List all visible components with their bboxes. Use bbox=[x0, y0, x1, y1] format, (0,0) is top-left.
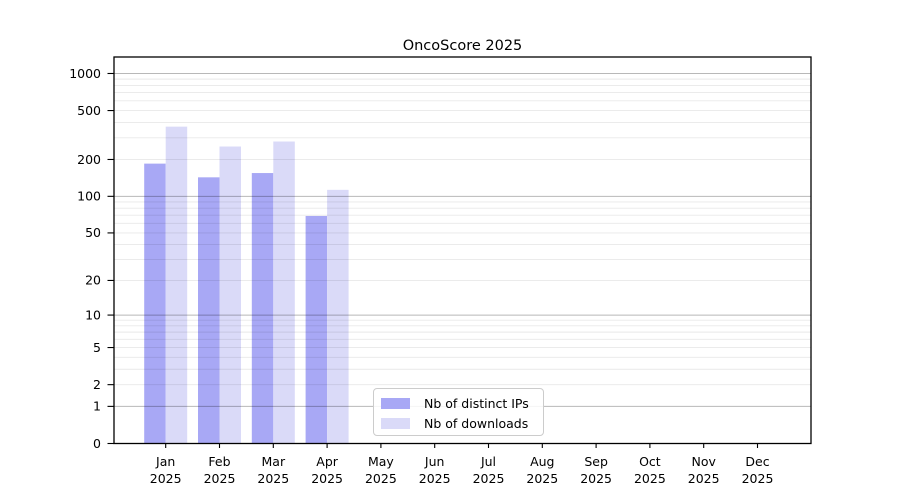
plot-border bbox=[113, 56, 812, 445]
legend-label-downloads: Nb of downloads bbox=[424, 415, 529, 431]
bar-nb-of-distinct-ips-apr bbox=[305, 215, 328, 444]
ytick-label-0: 0 bbox=[93, 436, 101, 451]
bar-nb-of-distinct-ips-feb bbox=[198, 177, 220, 444]
xtick-label-month-nov: Nov bbox=[691, 454, 716, 469]
xtick-label-month-feb: Feb bbox=[208, 454, 230, 469]
xtick-label-month-jul: Jul bbox=[480, 454, 496, 469]
xtick-label-month-jan: Jan bbox=[155, 454, 175, 469]
xtick-label-year-jan: 2025 bbox=[150, 471, 182, 486]
xtick-label-month-dec: Dec bbox=[745, 454, 769, 469]
ytick-label-100: 100 bbox=[77, 189, 101, 204]
ytick-label-200: 200 bbox=[77, 152, 101, 167]
xtick-label-year-mar: 2025 bbox=[257, 471, 289, 486]
bar-nb-of-downloads-jan bbox=[165, 126, 188, 444]
bar-nb-of-distinct-ips-jan bbox=[144, 163, 166, 444]
xtick-label-year-jul: 2025 bbox=[473, 471, 505, 486]
xtick-label-month-sep: Sep bbox=[584, 454, 608, 469]
legend-item-downloads: Nb of downloads bbox=[381, 413, 543, 433]
ytick-label-2: 2 bbox=[93, 377, 101, 392]
xtick-label-month-may: May bbox=[368, 454, 394, 469]
bar-nb-of-downloads-mar bbox=[273, 141, 295, 444]
xtick-label-year-oct: 2025 bbox=[634, 471, 666, 486]
xtick-label-year-aug: 2025 bbox=[526, 471, 558, 486]
xtick-label-month-jun: Jun bbox=[424, 454, 445, 469]
legend-swatch-downloads bbox=[381, 417, 410, 429]
ytick-label-1000: 1000 bbox=[69, 66, 101, 81]
chart-title: OncoScore 2025 bbox=[403, 38, 523, 54]
ytick-label-10: 10 bbox=[85, 307, 101, 322]
bar-nb-of-downloads-feb bbox=[219, 146, 241, 444]
xtick-label-month-mar: Mar bbox=[262, 454, 286, 469]
ytick-label-5: 5 bbox=[93, 340, 101, 355]
bar-nb-of-distinct-ips-mar bbox=[251, 173, 274, 444]
xtick-label-year-apr: 2025 bbox=[311, 471, 343, 486]
xtick-label-year-may: 2025 bbox=[365, 471, 397, 486]
ytick-label-1: 1 bbox=[93, 399, 101, 414]
xtick-label-year-nov: 2025 bbox=[688, 471, 720, 486]
ytick-label-50: 50 bbox=[85, 225, 101, 240]
legend-label-distinct-ips: Nb of distinct IPs bbox=[424, 395, 529, 411]
ytick-label-500: 500 bbox=[77, 103, 101, 118]
legend-item-distinct-ips: Nb of distinct IPs bbox=[381, 393, 543, 413]
xtick-label-month-oct: Oct bbox=[639, 454, 661, 469]
xtick-label-year-sep: 2025 bbox=[580, 471, 612, 486]
legend-swatch-distinct-ips bbox=[381, 397, 410, 409]
bar-nb-of-downloads-apr bbox=[327, 189, 349, 444]
xtick-label-year-dec: 2025 bbox=[742, 471, 774, 486]
xtick-label-month-apr: Apr bbox=[316, 454, 338, 469]
xtick-label-month-aug: Aug bbox=[530, 454, 554, 469]
xtick-label-year-jun: 2025 bbox=[419, 471, 451, 486]
ytick-label-20: 20 bbox=[85, 273, 101, 288]
chart-legend: Nb of distinct IPs Nb of downloads bbox=[373, 388, 544, 436]
xtick-label-year-feb: 2025 bbox=[204, 471, 236, 486]
